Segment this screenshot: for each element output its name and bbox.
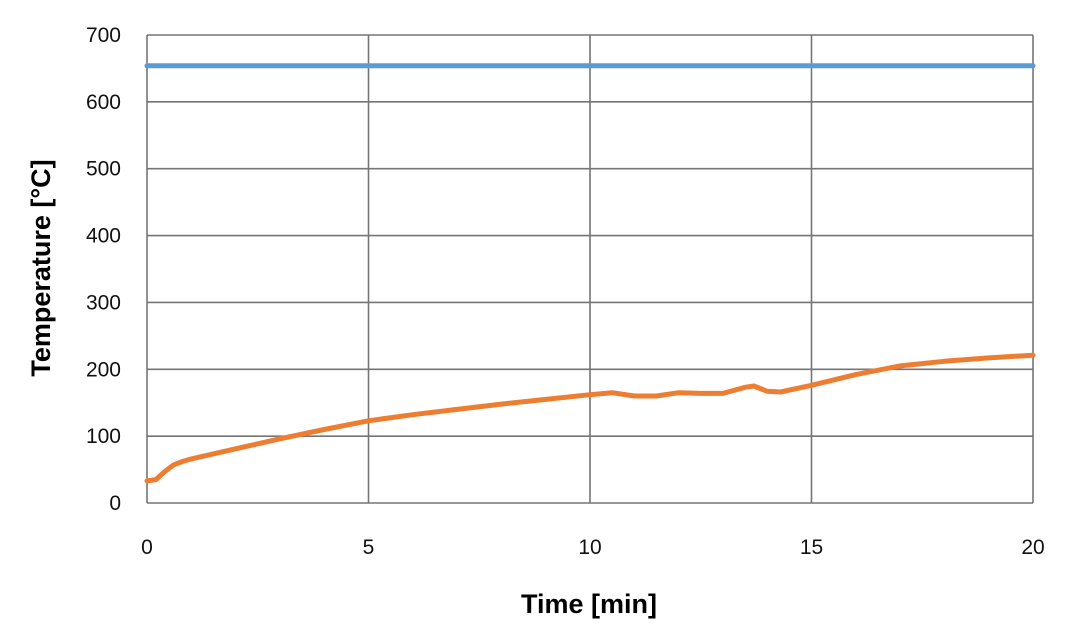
y-tick-label: 700 bbox=[86, 24, 121, 47]
series-line-2 bbox=[144, 352, 1036, 484]
y-axis-title: Temperature [°C] bbox=[26, 159, 56, 376]
x-tick-label: 5 bbox=[363, 536, 375, 559]
y-tick-label: 600 bbox=[86, 91, 121, 114]
y-tick-label: 100 bbox=[86, 425, 121, 448]
series-layer bbox=[144, 63, 1036, 484]
x-tick-label: 20 bbox=[1021, 536, 1044, 559]
grid-layer bbox=[146, 34, 1034, 504]
x-tick-label: 10 bbox=[578, 536, 601, 559]
x-axis-title: Time [min] bbox=[521, 589, 657, 619]
x-tick-label: 0 bbox=[141, 536, 153, 559]
y-tick-label: 0 bbox=[109, 492, 121, 515]
x-tick-label: 15 bbox=[800, 536, 823, 559]
y-tick-label: 400 bbox=[86, 225, 121, 248]
y-tick-label: 200 bbox=[86, 358, 121, 381]
y-tick-label: 500 bbox=[86, 158, 121, 181]
y-tick-label: 300 bbox=[86, 291, 121, 314]
tick-layer: 0 100 200 300 400 500 600 700 0 5 10 15 20 bbox=[86, 24, 1045, 559]
